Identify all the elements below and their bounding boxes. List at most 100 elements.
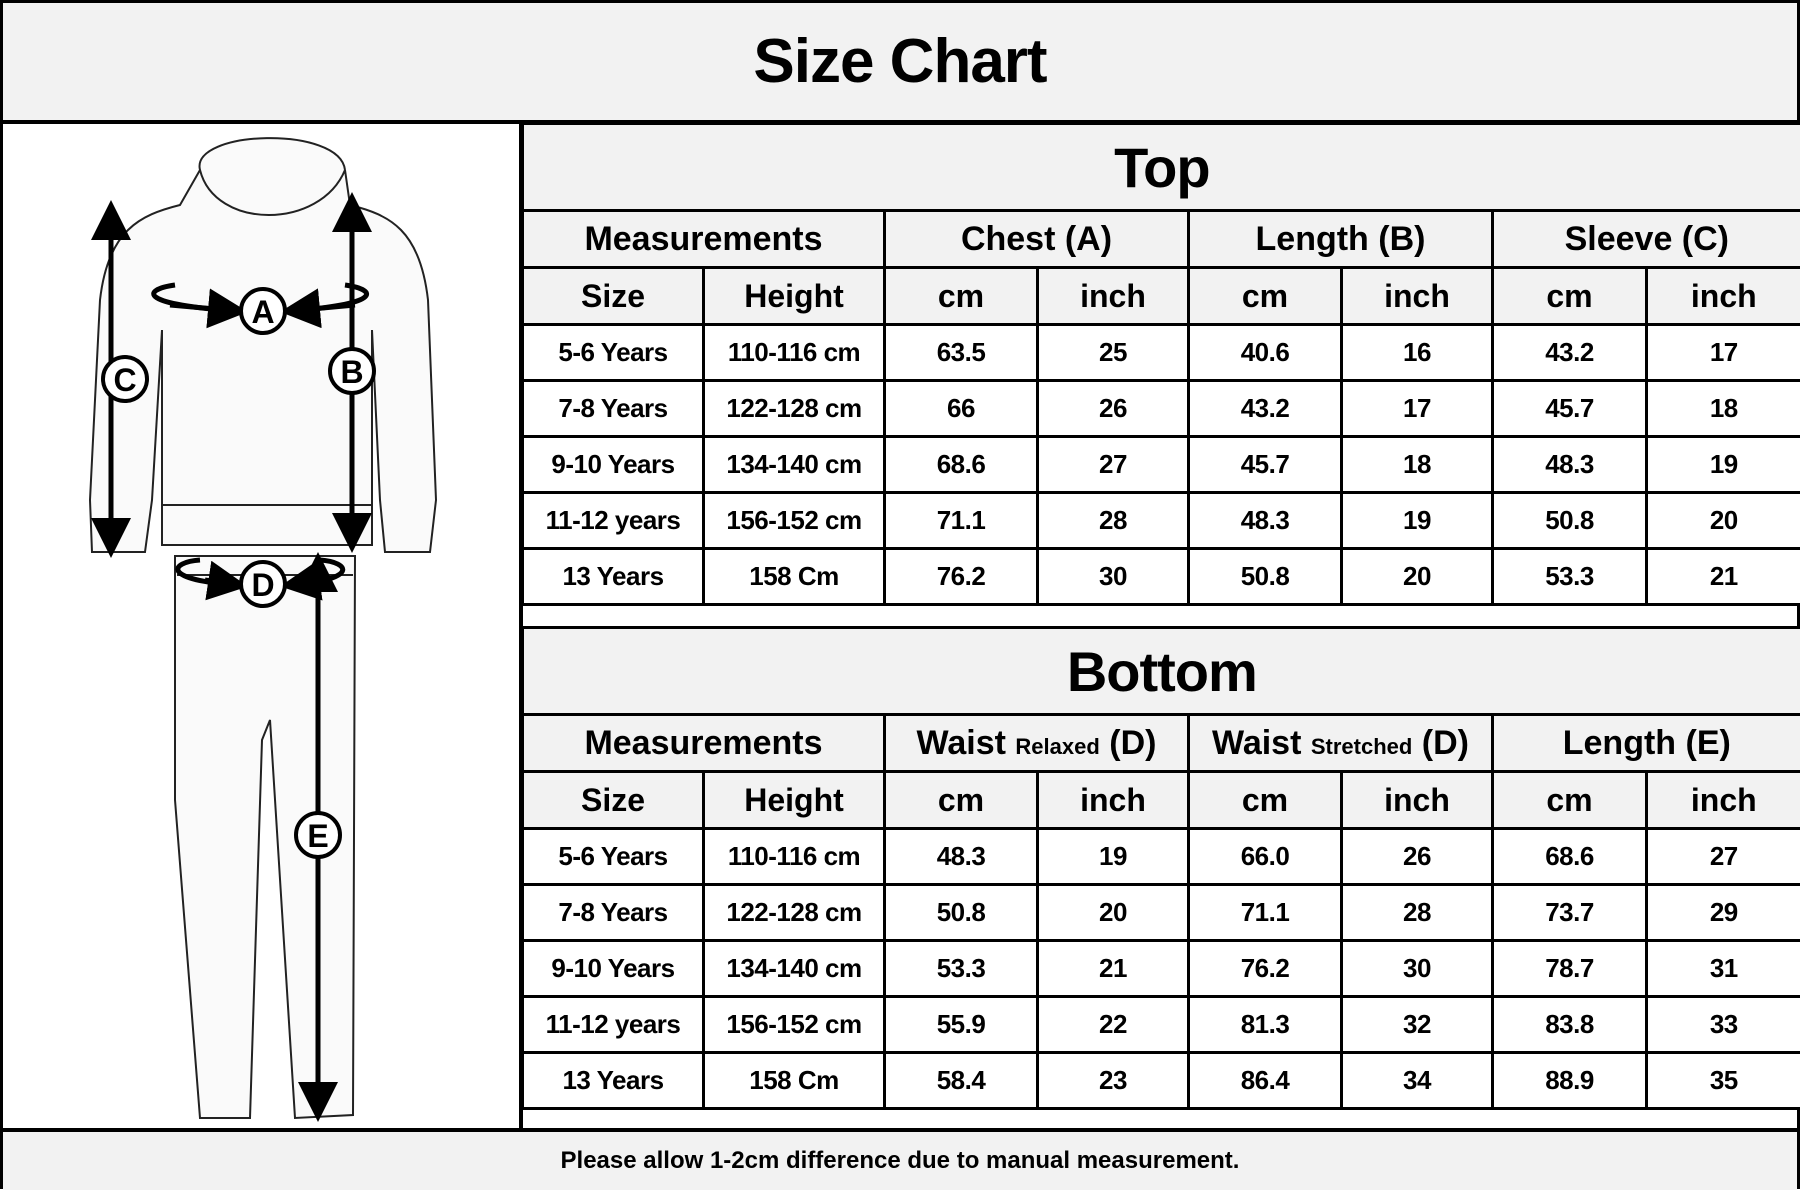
table-row: 7-8 Years 122-128 cm 66 26 43.2 17 45.7 18 [521, 379, 1800, 438]
hoodie-outline [88, 137, 438, 553]
group-qualifier: Stretched [1310, 733, 1413, 759]
table-cell: 71.1 [1187, 883, 1343, 942]
column-header: inch [1036, 266, 1190, 326]
group-header: Waist Relaxed (D) [883, 713, 1190, 773]
column-header: inch [1644, 770, 1800, 830]
table-cell: 21 [1644, 547, 1800, 606]
table-cell: 20 [1340, 547, 1494, 606]
svg-text:E: E [307, 818, 328, 854]
table-cell: 156-152 cm [702, 995, 886, 1054]
table-cell: 23 [1036, 1051, 1190, 1110]
table-cell: 76.2 [1187, 939, 1343, 998]
table-cell: 7-8 Years [521, 379, 705, 438]
table-cell: 122-128 cm [702, 883, 886, 942]
group-header: Waist Stretched (D) [1187, 713, 1494, 773]
table-cell: 20 [1036, 883, 1190, 942]
table-cell: 68.6 [883, 435, 1039, 494]
table-cell: 26 [1340, 827, 1494, 886]
table-cell: 26 [1036, 379, 1190, 438]
table-cell: 18 [1644, 379, 1800, 438]
group-suffix: (D) [1109, 723, 1157, 762]
table-cell: 9-10 Years [521, 939, 705, 998]
column-header: cm [1187, 770, 1343, 830]
section-title: Bottom [520, 626, 1800, 716]
table-cell: 50.8 [1187, 547, 1343, 606]
table-cell: 28 [1036, 491, 1190, 550]
table-cell: 43.2 [1187, 379, 1343, 438]
table-cell: 55.9 [883, 995, 1039, 1054]
table-row: 5-6 Years 110-116 cm 48.3 19 66.0 26 68.6 27 [521, 827, 1800, 886]
table-cell: 31 [1644, 939, 1800, 998]
group-header-row: Measurements Chest (A) Length (B) Sleeve (C… [521, 209, 1800, 269]
group-label: Length (E) [1562, 723, 1731, 762]
table-row: 11-12 years 156-152 cm 71.1 28 48.3 19 50.8 20 [521, 491, 1800, 550]
group-qualifier: Relaxed [1015, 733, 1100, 759]
table-cell: 48.3 [1187, 491, 1343, 550]
group-label: Waist [916, 723, 1006, 762]
column-header: inch [1340, 266, 1494, 326]
table-cell: 134-140 cm [702, 939, 886, 998]
column-header: inch [1644, 266, 1800, 326]
table-cell: 40.6 [1187, 323, 1343, 382]
table-cell: 68.6 [1491, 827, 1648, 886]
column-header: inch [1340, 770, 1494, 830]
table-cell: 28 [1340, 883, 1494, 942]
table-cell: 22 [1036, 995, 1190, 1054]
column-header: cm [1491, 266, 1648, 326]
group-label: Waist [1211, 723, 1302, 762]
group-header: Sleeve (C) [1490, 209, 1800, 269]
group-header: Length (E) [1490, 713, 1800, 773]
garment-diagram-panel: A B C D E [3, 124, 523, 1128]
table-cell: 53.3 [1491, 547, 1648, 606]
table-cell: 45.7 [1491, 379, 1648, 438]
table-cell: 13 Years [521, 547, 705, 606]
table-row: 11-12 years 156-152 cm 55.9 22 81.3 32 83.8 33 [521, 995, 1800, 1054]
group-header: Measurements [521, 209, 886, 269]
table-cell: 53.3 [883, 939, 1039, 998]
table-cell: 33 [1644, 995, 1800, 1054]
svg-text:C: C [113, 362, 136, 398]
table-cell: 18 [1340, 435, 1494, 494]
subheader-row: Size Height cm inch cm inch cm inch [521, 770, 1800, 830]
label-b: B [328, 347, 376, 395]
table-cell: 19 [1340, 491, 1494, 550]
table-cell: 50.8 [883, 883, 1039, 942]
table-cell: 13 Years [521, 1051, 705, 1110]
table-cell: 27 [1036, 435, 1190, 494]
table-row: 9-10 Years 134-140 cm 53.3 21 76.2 30 78.7 31 [521, 939, 1800, 998]
table-cell: 63.5 [883, 323, 1039, 382]
footer-note: Please allow 1-2cm difference due to man… [3, 1128, 1797, 1190]
table-cell: 19 [1036, 827, 1190, 886]
group-label: Length (B) [1255, 219, 1426, 258]
table-row: 9-10 Years 134-140 cm 68.6 27 45.7 18 48.3 19 [521, 435, 1800, 494]
table-row: 7-8 Years 122-128 cm 50.8 20 71.1 28 73.7 29 [521, 883, 1800, 942]
table-cell: 76.2 [883, 547, 1039, 606]
table-cell: 45.7 [1187, 435, 1343, 494]
group-header: Chest (A) [883, 209, 1190, 269]
column-header: cm [1187, 266, 1343, 326]
column-header: inch [1036, 770, 1190, 830]
svg-text:A: A [251, 294, 274, 330]
top-size-table: Top Measurements Chest (A) Length (B) Sleeve… [520, 122, 1800, 606]
table-cell: 158 Cm [702, 1051, 886, 1110]
column-header: cm [883, 770, 1039, 830]
table-cell: 48.3 [1491, 435, 1648, 494]
table-cell: 48.3 [883, 827, 1039, 886]
column-header: Height [702, 770, 886, 830]
group-header: Length (B) [1187, 209, 1494, 269]
table-cell: 158 Cm [702, 547, 886, 606]
table-cell: 81.3 [1187, 995, 1343, 1054]
table-cell: 11-12 years [521, 491, 705, 550]
label-c: C [101, 355, 149, 403]
table-cell: 110-116 cm [702, 827, 886, 886]
table-cell: 19 [1644, 435, 1800, 494]
table-cell: 32 [1340, 995, 1494, 1054]
garment-diagram: A B C D E [88, 137, 438, 1122]
table-cell: 9-10 Years [521, 435, 705, 494]
table-cell: 78.7 [1491, 939, 1648, 998]
table-cell: 25 [1036, 323, 1190, 382]
column-header: Size [521, 770, 705, 830]
table-cell: 27 [1644, 827, 1800, 886]
section-title-row: Bottom [520, 626, 1800, 716]
column-header: cm [883, 266, 1039, 326]
